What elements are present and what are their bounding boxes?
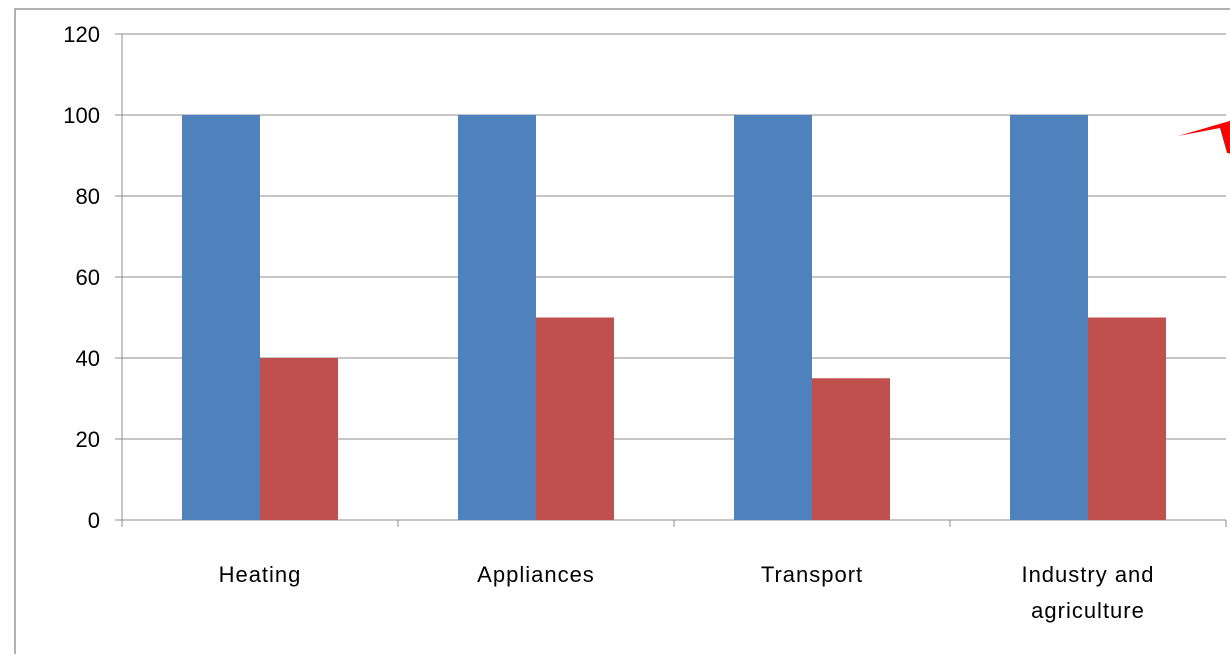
x-tick-label-line: Appliances	[477, 562, 595, 587]
bar-series-1	[458, 115, 536, 520]
y-tick-label: 120	[63, 22, 100, 47]
y-tick-label: 40	[76, 346, 100, 371]
bar-series-1	[182, 115, 260, 520]
y-tick-label: 0	[88, 508, 100, 533]
bar-series-1	[734, 115, 812, 520]
x-tick-label-line: Heating	[219, 562, 302, 587]
x-tick-label: Heating	[219, 562, 302, 587]
y-tick-label: 60	[76, 265, 100, 290]
x-tick-label: Industry and agriculture	[1021, 562, 1154, 623]
x-tick-label: Transport	[761, 562, 863, 587]
y-tick-label: 20	[76, 427, 100, 452]
bar-series-2	[260, 358, 338, 520]
y-tick-label: 80	[76, 184, 100, 209]
x-tick-label: Appliances	[477, 562, 595, 587]
annotations	[1178, 120, 1230, 154]
x-tick-label-line: Industry and	[1021, 562, 1154, 587]
x-tick-label-line: Transport	[761, 562, 863, 587]
x-tick-label-line: agriculture	[1031, 598, 1145, 623]
bar-series-2	[1088, 317, 1166, 520]
bars	[182, 115, 1166, 520]
bar-series-1	[1010, 115, 1088, 520]
red-arrow-annotation	[1178, 120, 1230, 154]
bar-series-2	[812, 378, 890, 520]
y-tick-label: 100	[63, 103, 100, 128]
tick-labels: 0 20 40 60 80 100 120 Heating Appliances Transpor…	[63, 22, 1154, 623]
bar-series-2	[536, 317, 614, 520]
